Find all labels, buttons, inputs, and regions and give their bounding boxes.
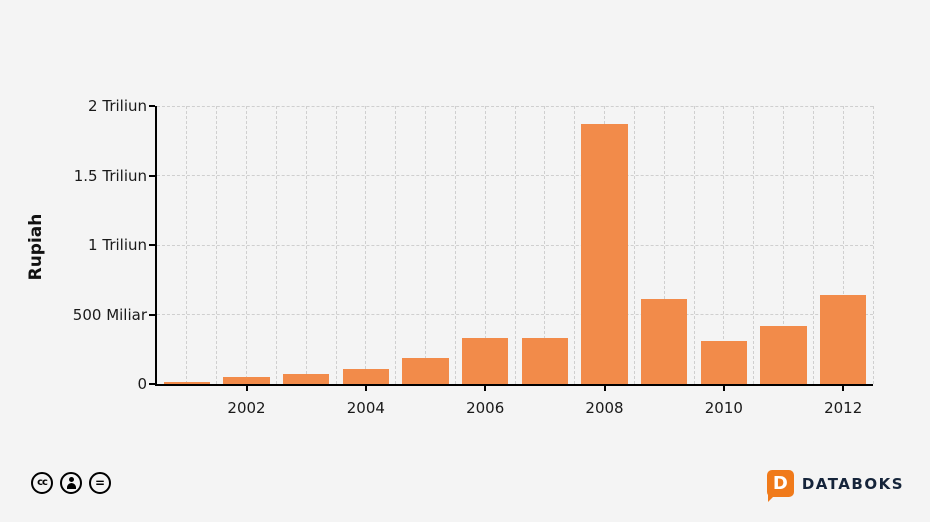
y-axis-tick: [149, 105, 155, 107]
y-tick-label: 0: [137, 375, 147, 393]
v-gridline: [693, 106, 695, 384]
cc-icon-label: cc: [37, 477, 48, 488]
plot-area: [155, 105, 874, 386]
x-axis-tick: [842, 386, 845, 391]
y-tick-label: 1 Triliun: [88, 236, 147, 254]
bar-2005: [402, 358, 449, 384]
v-gridline: [186, 106, 188, 384]
x-axis-tick: [722, 386, 725, 391]
bar-2009: [640, 299, 688, 384]
x-axis-tick: [603, 386, 606, 391]
y-axis-tick: [149, 244, 155, 246]
bar-2003: [282, 373, 330, 384]
v-gridline: [633, 106, 635, 384]
v-gridline: [842, 106, 844, 384]
y-axis-labels: 0 500 Miliar 1 Triliun 1.5 Triliun 2 Triliun: [0, 97, 147, 393]
y-axis-tick: [149, 174, 155, 177]
x-axis-tick: [364, 386, 367, 391]
databoks-d-icon: D: [766, 470, 794, 502]
x-tick-label: 2006: [466, 399, 505, 417]
y-axis-tick: [149, 383, 155, 385]
databoks-brand-text: DATABOKS: [801, 474, 904, 493]
v-gridline: [514, 106, 516, 384]
v-gridline: [753, 106, 755, 384]
bar-2001: [163, 381, 211, 384]
v-gridline: [574, 106, 576, 384]
v-gridline: [395, 106, 397, 384]
by-person-icon: [66, 477, 76, 489]
x-axis-tick: [245, 386, 248, 391]
bar-2006: [461, 338, 509, 384]
cc-license-badge[interactable]: cc =: [31, 472, 111, 494]
v-gridline: [335, 106, 337, 384]
x-axis-tick: [484, 386, 487, 391]
v-gridline: [216, 106, 218, 384]
bar-2011: [760, 325, 807, 384]
y-axis-tick: [149, 313, 155, 316]
y-tick-label: 500 Miliar: [72, 305, 147, 324]
databoks-logo[interactable]: D DATABOKS: [766, 470, 904, 502]
x-tick-label: 2004: [346, 399, 385, 417]
v-gridline: [872, 106, 874, 384]
v-gridline: [305, 106, 307, 384]
v-gridline: [425, 106, 426, 384]
v-gridline: [246, 106, 247, 384]
bar-2012: [819, 295, 867, 384]
cc-icon[interactable]: cc: [31, 472, 53, 494]
bar-2007: [521, 338, 569, 384]
x-tick-label: 2002: [227, 399, 266, 417]
v-gridline: [723, 106, 725, 384]
v-gridline: [484, 106, 486, 384]
cc-nd-icon[interactable]: =: [89, 472, 111, 494]
y-tick-label: 1.5 Triliun: [73, 166, 147, 185]
bar-2002: [223, 377, 270, 384]
v-gridline: [663, 106, 665, 384]
x-tick-label: 2010: [704, 399, 743, 417]
x-axis-labels: 2002 2004 2006 2008 2010 2012: [157, 399, 873, 421]
nd-icon-label: =: [94, 476, 106, 490]
v-gridline: [812, 106, 814, 384]
bar-2010: [700, 340, 748, 384]
bar-2008: [581, 124, 628, 384]
databoks-d-letter: D: [772, 473, 788, 494]
bar-2004: [342, 368, 390, 384]
v-gridline: [454, 106, 456, 384]
v-gridline: [544, 106, 546, 384]
v-gridline: [275, 106, 277, 384]
x-tick-label: 2008: [585, 399, 624, 417]
x-tick-label: 2012: [824, 399, 863, 417]
y-tick-label: 2 Triliun: [88, 97, 147, 115]
v-gridline: [365, 106, 367, 384]
cc-by-icon[interactable]: [60, 472, 82, 494]
v-gridline: [783, 106, 784, 384]
